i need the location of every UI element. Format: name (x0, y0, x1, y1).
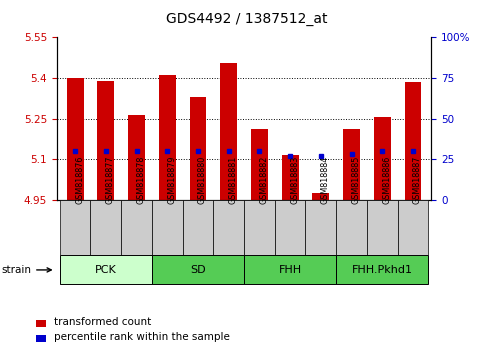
Bar (251, 130, 268, 200)
Bar (128, 115, 145, 200)
Text: GSM818884: GSM818884 (321, 156, 330, 204)
Text: transformed count: transformed count (54, 317, 151, 327)
Text: GSM818878: GSM818878 (137, 156, 145, 204)
Text: GSM818877: GSM818877 (106, 156, 115, 204)
Bar (182, 200, 213, 255)
Text: SD: SD (190, 265, 206, 275)
Bar (343, 130, 360, 200)
Bar (367, 200, 397, 255)
Bar (244, 200, 275, 255)
Text: GSM818885: GSM818885 (352, 156, 360, 204)
Text: GSM818881: GSM818881 (229, 156, 238, 204)
Bar (36, 320, 46, 326)
Text: GSM818887: GSM818887 (413, 156, 422, 204)
Text: GSM818882: GSM818882 (259, 156, 268, 204)
Text: FHH.Pkhd1: FHH.Pkhd1 (352, 265, 413, 275)
Text: percentile rank within the sample: percentile rank within the sample (54, 332, 230, 342)
Bar (60, 200, 91, 255)
Text: GDS4492 / 1387512_at: GDS4492 / 1387512_at (166, 12, 327, 27)
Bar (91, 200, 121, 255)
Bar (313, 193, 329, 200)
Bar (306, 200, 336, 255)
Bar (36, 335, 46, 342)
Bar (374, 117, 390, 200)
Bar (189, 97, 207, 200)
Bar (220, 63, 237, 200)
Text: GSM818883: GSM818883 (290, 156, 299, 204)
Bar (152, 256, 244, 284)
Bar (152, 200, 182, 255)
Bar (98, 81, 114, 200)
Bar (60, 256, 152, 284)
Text: FHH: FHH (279, 265, 302, 275)
Bar (397, 200, 428, 255)
Bar (159, 75, 176, 200)
Text: GSM818880: GSM818880 (198, 156, 207, 204)
Text: PCK: PCK (95, 265, 117, 275)
Bar (213, 200, 244, 255)
Text: GSM818879: GSM818879 (167, 156, 176, 204)
Bar (336, 200, 367, 255)
Text: GSM818876: GSM818876 (75, 156, 84, 204)
Text: GSM818886: GSM818886 (382, 156, 391, 204)
Bar (121, 200, 152, 255)
Bar (336, 256, 428, 284)
Bar (282, 155, 299, 200)
Text: strain: strain (1, 265, 51, 275)
Bar (275, 200, 306, 255)
Bar (404, 82, 422, 200)
Bar (244, 256, 336, 284)
Bar (67, 78, 84, 200)
